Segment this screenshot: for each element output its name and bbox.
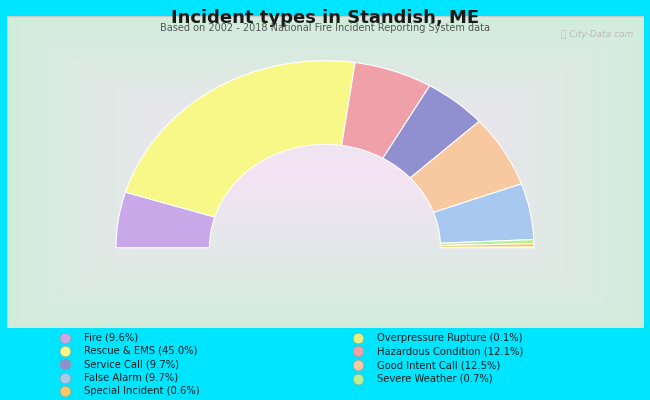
Text: Rescue & EMS (45.0%): Rescue & EMS (45.0%) <box>84 346 198 356</box>
Wedge shape <box>440 240 534 246</box>
Wedge shape <box>125 60 355 217</box>
Wedge shape <box>383 86 479 178</box>
Wedge shape <box>441 244 534 248</box>
Text: Based on 2002 - 2018 National Fire Incident Reporting System data: Based on 2002 - 2018 National Fire Incid… <box>160 23 490 33</box>
Wedge shape <box>434 184 534 243</box>
Wedge shape <box>441 247 534 248</box>
Text: Good Intent Call (12.5%): Good Intent Call (12.5%) <box>377 360 501 370</box>
Point <box>352 376 363 382</box>
Point <box>60 388 70 394</box>
Point <box>352 334 363 341</box>
Text: False Alarm (9.7%): False Alarm (9.7%) <box>84 372 179 382</box>
Text: Incident types in Standish, ME: Incident types in Standish, ME <box>171 9 479 27</box>
Text: Fire (9.6%): Fire (9.6%) <box>84 333 138 343</box>
Text: Special Incident (0.6%): Special Incident (0.6%) <box>84 386 200 396</box>
Text: Hazardous Condition (12.1%): Hazardous Condition (12.1%) <box>377 346 523 356</box>
Wedge shape <box>410 121 521 212</box>
Point <box>60 348 70 354</box>
Text: Ⓢ City-Data.com: Ⓢ City-Data.com <box>562 30 634 39</box>
Text: Overpressure Rupture (0.1%): Overpressure Rupture (0.1%) <box>377 333 523 343</box>
Wedge shape <box>116 192 214 248</box>
Point <box>60 374 70 381</box>
Point <box>60 334 70 341</box>
Point <box>60 361 70 368</box>
Point <box>352 362 363 368</box>
Wedge shape <box>342 62 430 158</box>
Point <box>352 348 363 354</box>
Text: Service Call (9.7%): Service Call (9.7%) <box>84 359 179 369</box>
Text: Severe Weather (0.7%): Severe Weather (0.7%) <box>377 374 493 384</box>
